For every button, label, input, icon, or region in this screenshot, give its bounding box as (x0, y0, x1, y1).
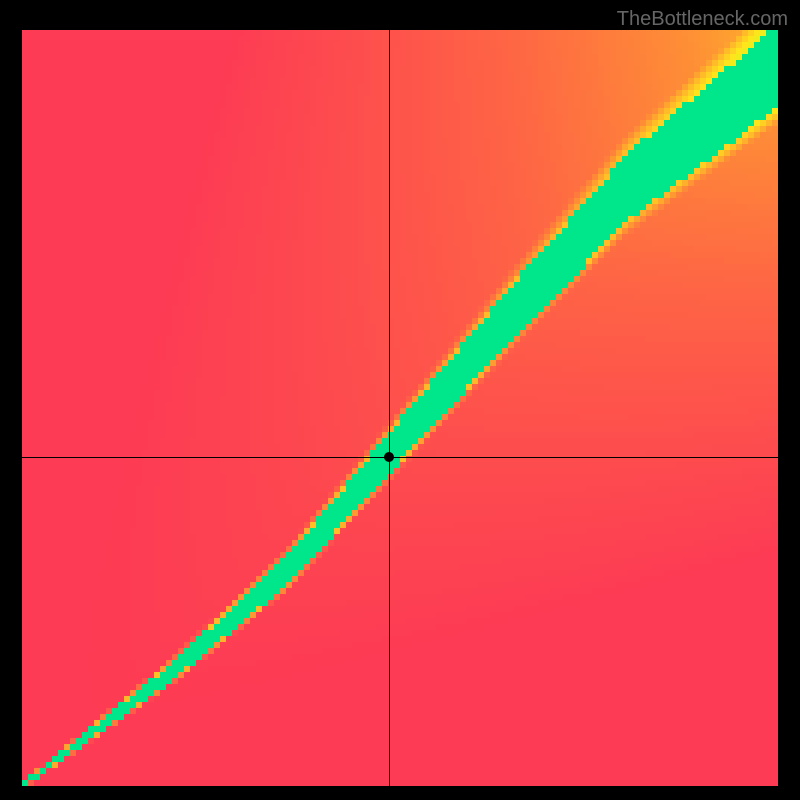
heatmap-canvas (22, 30, 778, 786)
chart-container: TheBottleneck.com (0, 0, 800, 800)
plot-area (22, 30, 778, 786)
watermark-text: TheBottleneck.com (617, 8, 788, 31)
crosshair-vertical (389, 30, 390, 786)
crosshair-horizontal (22, 457, 778, 458)
marker-point (384, 452, 394, 462)
